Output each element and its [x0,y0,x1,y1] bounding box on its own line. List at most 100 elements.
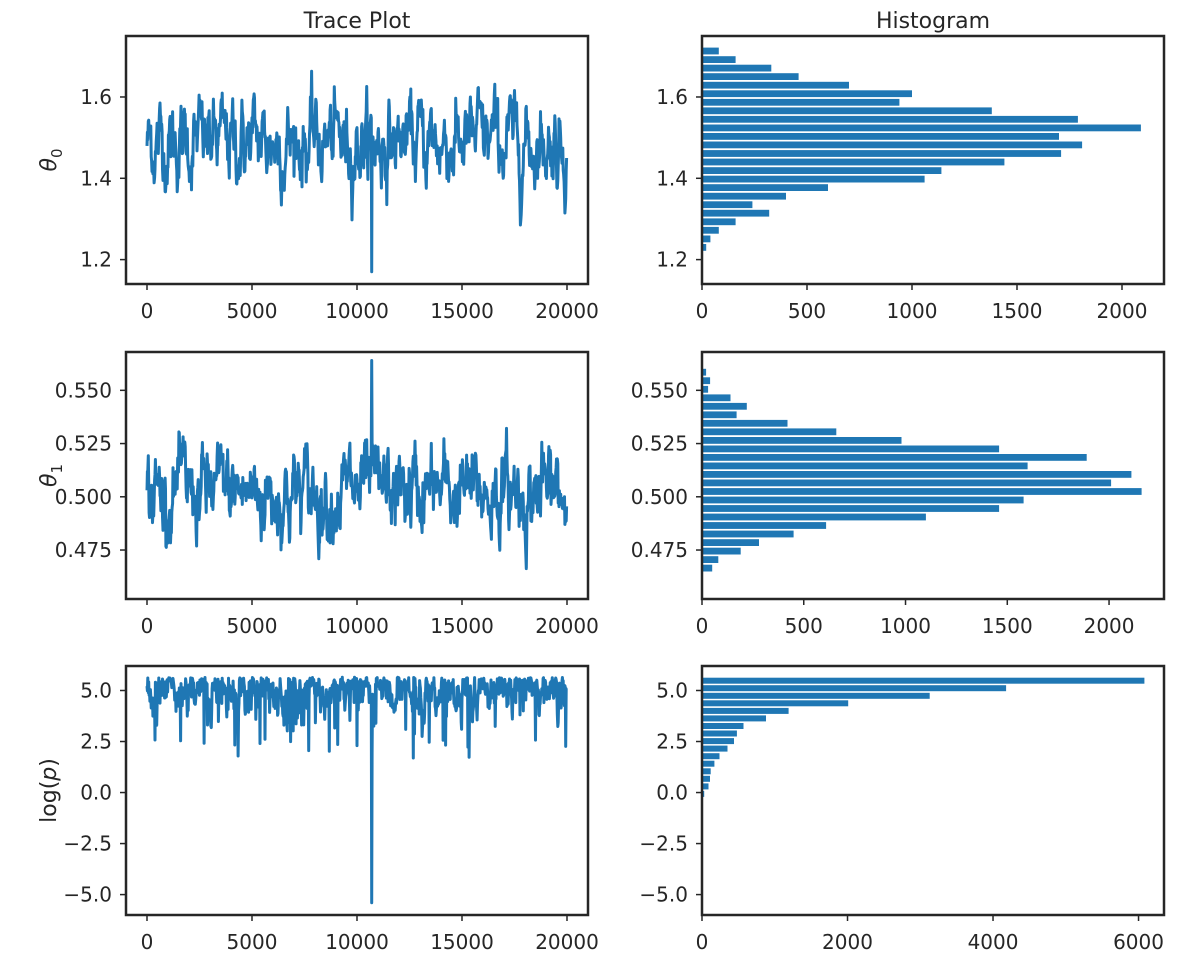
histogram-bar [702,209,770,217]
histogram-bar [702,115,1078,123]
histogram-bar [702,513,926,521]
histogram-bar [702,496,1024,504]
histogram-bar [702,768,711,775]
histogram-bar [702,133,1059,140]
y-tick-label: 1.2 [656,248,688,272]
y-tick-label: 1.6 [656,85,688,109]
y-axis-label: θ0 [37,148,66,171]
histogram-bar [702,158,1005,166]
trace-line [145,69,569,274]
histogram-bar [702,488,1142,495]
histogram-bar [702,505,1000,512]
histogram-bar [702,64,772,72]
histogram-bar [702,192,786,200]
histogram-bar [702,167,942,174]
x-tick-label: 1000 [880,614,931,638]
y-tick-label: −5.0 [639,883,688,907]
histogram-bar [702,150,1062,157]
histogram-bar [702,175,925,183]
x-tick-label: 500 [788,299,826,323]
histogram-bar [702,539,759,546]
histogram-bar [702,437,902,444]
histogram-bar [702,471,1132,478]
histogram-bar [702,723,744,729]
subplot-3: 0 5000 10000 15000 20000 0.475 0.500 0.525 0.550… [37,350,599,638]
histogram-bar [702,738,734,745]
y-tick-label: 0.0 [80,781,112,805]
y-label-symbol: θ [37,158,62,172]
histogram-bar [702,745,728,752]
y-tick-label: 2.5 [656,730,688,754]
histogram-bar [702,226,719,234]
histogram-bar [702,730,737,737]
histogram-bar [702,141,1083,149]
data-layer [145,359,569,571]
y-label-symbol: θ [37,473,62,487]
histogram-bar [702,419,788,427]
y-tick-label: 1.6 [80,85,112,109]
x-tick-label: 2000 [1097,299,1148,323]
x-tick-label: 5000 [227,299,278,323]
x-tick-label: 10000 [325,299,389,323]
x-tick-label: 6000 [1113,930,1164,954]
x-tick-label: 2000 [822,930,873,954]
y-tick-label: −2.5 [639,832,688,856]
trace-line [145,359,569,571]
y-tick-label: 5.0 [80,678,112,702]
y-tick-label: 1.4 [656,166,688,190]
histogram-bar [702,56,736,63]
histogram-bar [702,385,709,393]
data-layer [702,360,1142,589]
histogram-bar [702,783,709,790]
histogram-bar [702,707,789,714]
histogram-bar [702,47,719,55]
histogram-bar [702,753,720,760]
axes-frame [700,664,1166,917]
x-tick-label: 0 [141,299,154,323]
histogram-bar [702,81,849,89]
y-label-close: ) [37,758,62,767]
x-tick-label: 0 [141,930,154,954]
data-layer [702,47,1141,277]
histogram-bar [702,775,710,782]
y-label-var: p [37,767,62,782]
x-tick-label: 0 [696,299,709,323]
y-axis-label: θ1 [37,464,66,487]
x-tick-label: 4000 [968,930,1019,954]
x-tick-label: 0 [696,614,709,638]
histogram-bar [702,462,1028,470]
y-tick-label: 0.525 [631,432,688,456]
histogram-bar [702,368,707,376]
x-tick-label: 500 [785,614,823,638]
subplot-2: 0 500 1000 1500 2000 1.2 1.4 1.6 Histogram [656,9,1166,323]
histogram-bar [702,677,1145,684]
y-tick-label: 5.0 [656,678,688,702]
histogram-bar [702,454,1087,461]
subplot-5: 0 5000 10000 15000 20000 −5.0 −2.5 0.0 2.5 5.0 log… [37,664,599,954]
histogram-bar [702,411,737,419]
y-label-subscript: 0 [48,148,66,158]
y-axis-label: log(p) [37,758,62,823]
x-tick-label: 5000 [227,930,278,954]
histogram-bar [702,715,766,722]
x-tick-label: 2000 [1084,614,1135,638]
histogram-bar [702,445,1000,453]
axes-frame [700,350,1166,601]
histogram-bar [702,402,747,410]
histogram-bar [702,700,849,707]
x-tick-label: 20000 [535,614,599,638]
x-tick-label: 15000 [430,930,494,954]
data-layer [145,69,569,274]
histogram-bar [702,201,753,209]
x-tick-label: 0 [696,930,709,954]
y-tick-label: 0.500 [55,485,112,509]
y-tick-label: 0.550 [631,378,688,402]
data-layer [702,677,1145,903]
histogram-bar [702,530,794,538]
y-tick-label: 0.525 [55,432,112,456]
y-tick-label: 0.550 [55,378,112,402]
histogram-bar [702,235,711,243]
subplot-4: 0 500 1000 1500 2000 0.475 0.500 0.525 0.550 [631,350,1166,638]
y-tick-label: 0.0 [656,781,688,805]
